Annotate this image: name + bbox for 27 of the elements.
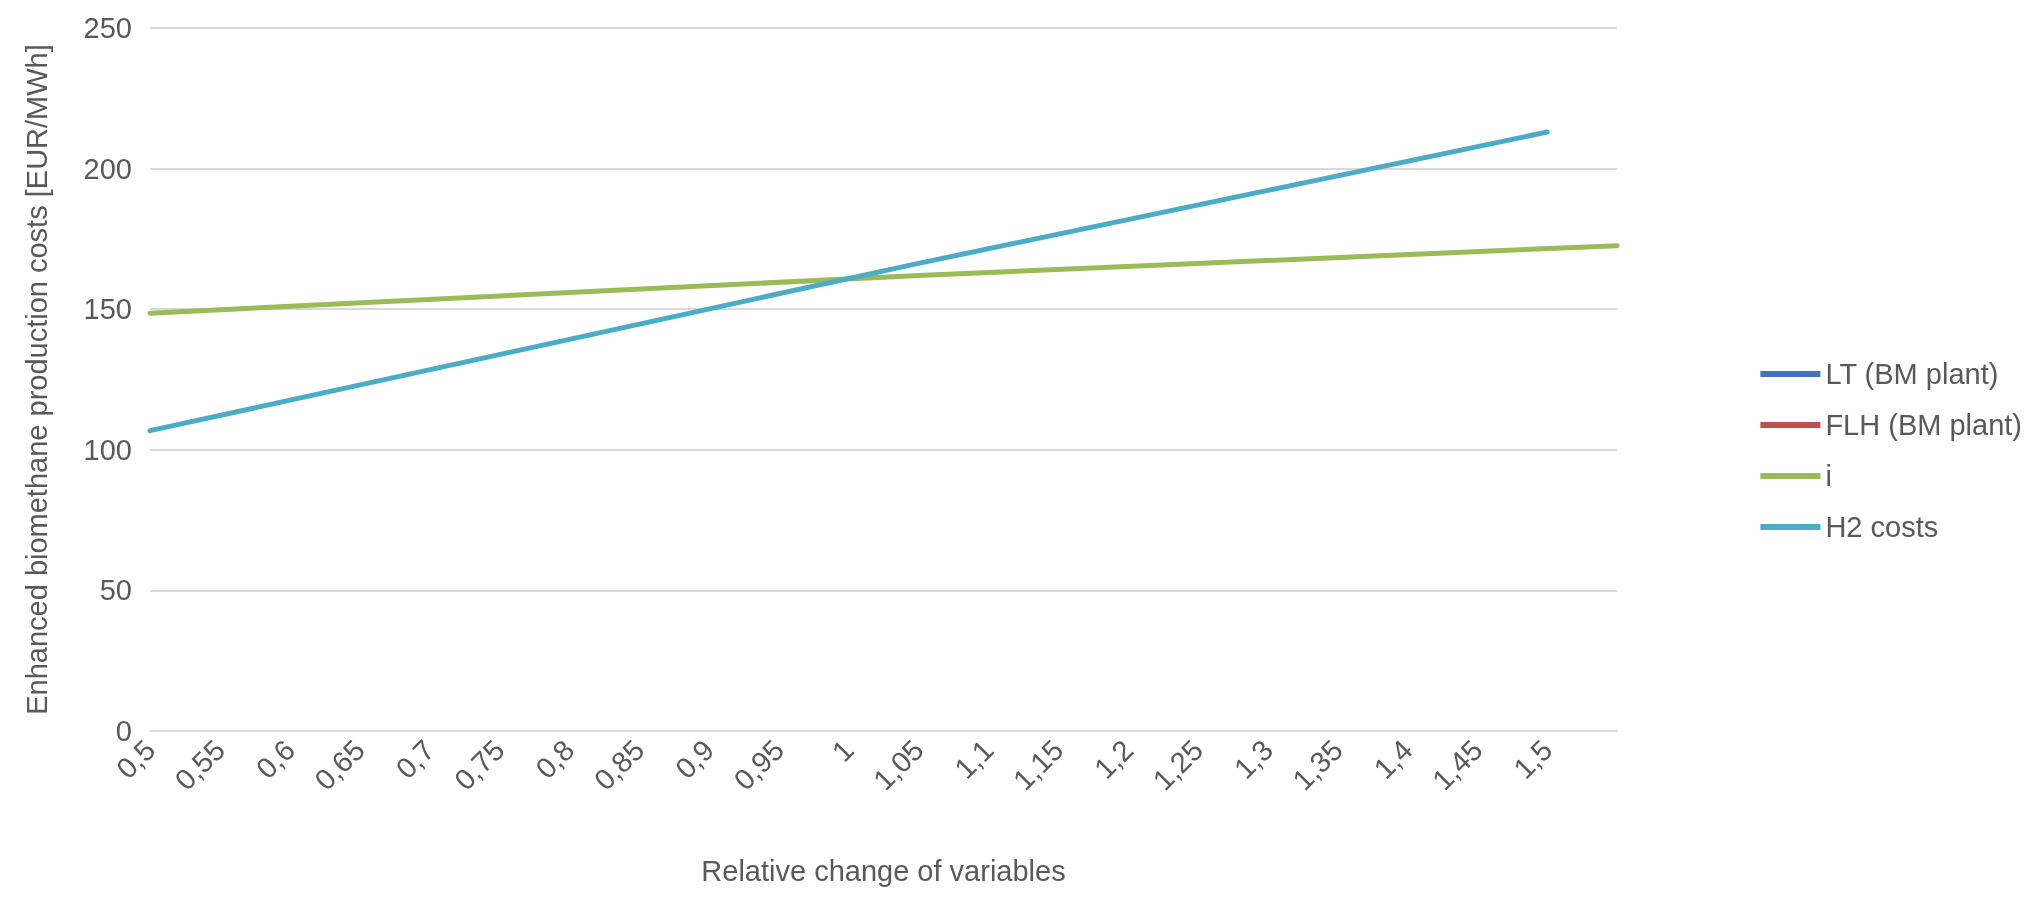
x-tick-label: 1,5 <box>1507 733 1559 785</box>
x-tick-label: 0,9 <box>669 733 721 785</box>
x-tick-label: 0,55 <box>168 733 232 797</box>
y-tick-label: 0 <box>115 715 132 747</box>
y-tick-label: 50 <box>99 574 132 607</box>
y-tick-label: 100 <box>83 433 132 466</box>
x-tick-label: 1,3 <box>1227 733 1280 785</box>
x-tick-label: 0,6 <box>249 733 302 785</box>
x-tick-label: 1,4 <box>1367 733 1419 785</box>
y-tick-label: 250 <box>83 12 132 44</box>
legend-label: FLH (BM plant) <box>1825 409 2023 441</box>
x-axis-title: Relative change of variables <box>701 854 1066 887</box>
legend-label: H2 costs <box>1825 511 1939 543</box>
x-tick-label: 0,65 <box>308 733 371 797</box>
x-tick-label: 0,85 <box>587 733 651 797</box>
x-tick-label: 1,1 <box>948 733 1000 785</box>
y-tick-label: 200 <box>83 152 132 185</box>
legend-label: i <box>1825 460 1832 492</box>
x-tick-label: 0,75 <box>448 733 511 797</box>
y-tick-label: 150 <box>83 293 132 326</box>
legend-label: LT (BM plant) <box>1825 358 1999 390</box>
x-tick-label: 1 <box>825 733 860 768</box>
x-tick-label: 0,8 <box>529 733 581 785</box>
x-tick-label: 0,95 <box>727 733 791 797</box>
x-tick-label: 0,7 <box>389 733 441 785</box>
y-axis-title: Enhanced biomethane production costs [EUR/MWh] <box>21 44 53 715</box>
x-tick-label: 1,2 <box>1088 733 1140 785</box>
